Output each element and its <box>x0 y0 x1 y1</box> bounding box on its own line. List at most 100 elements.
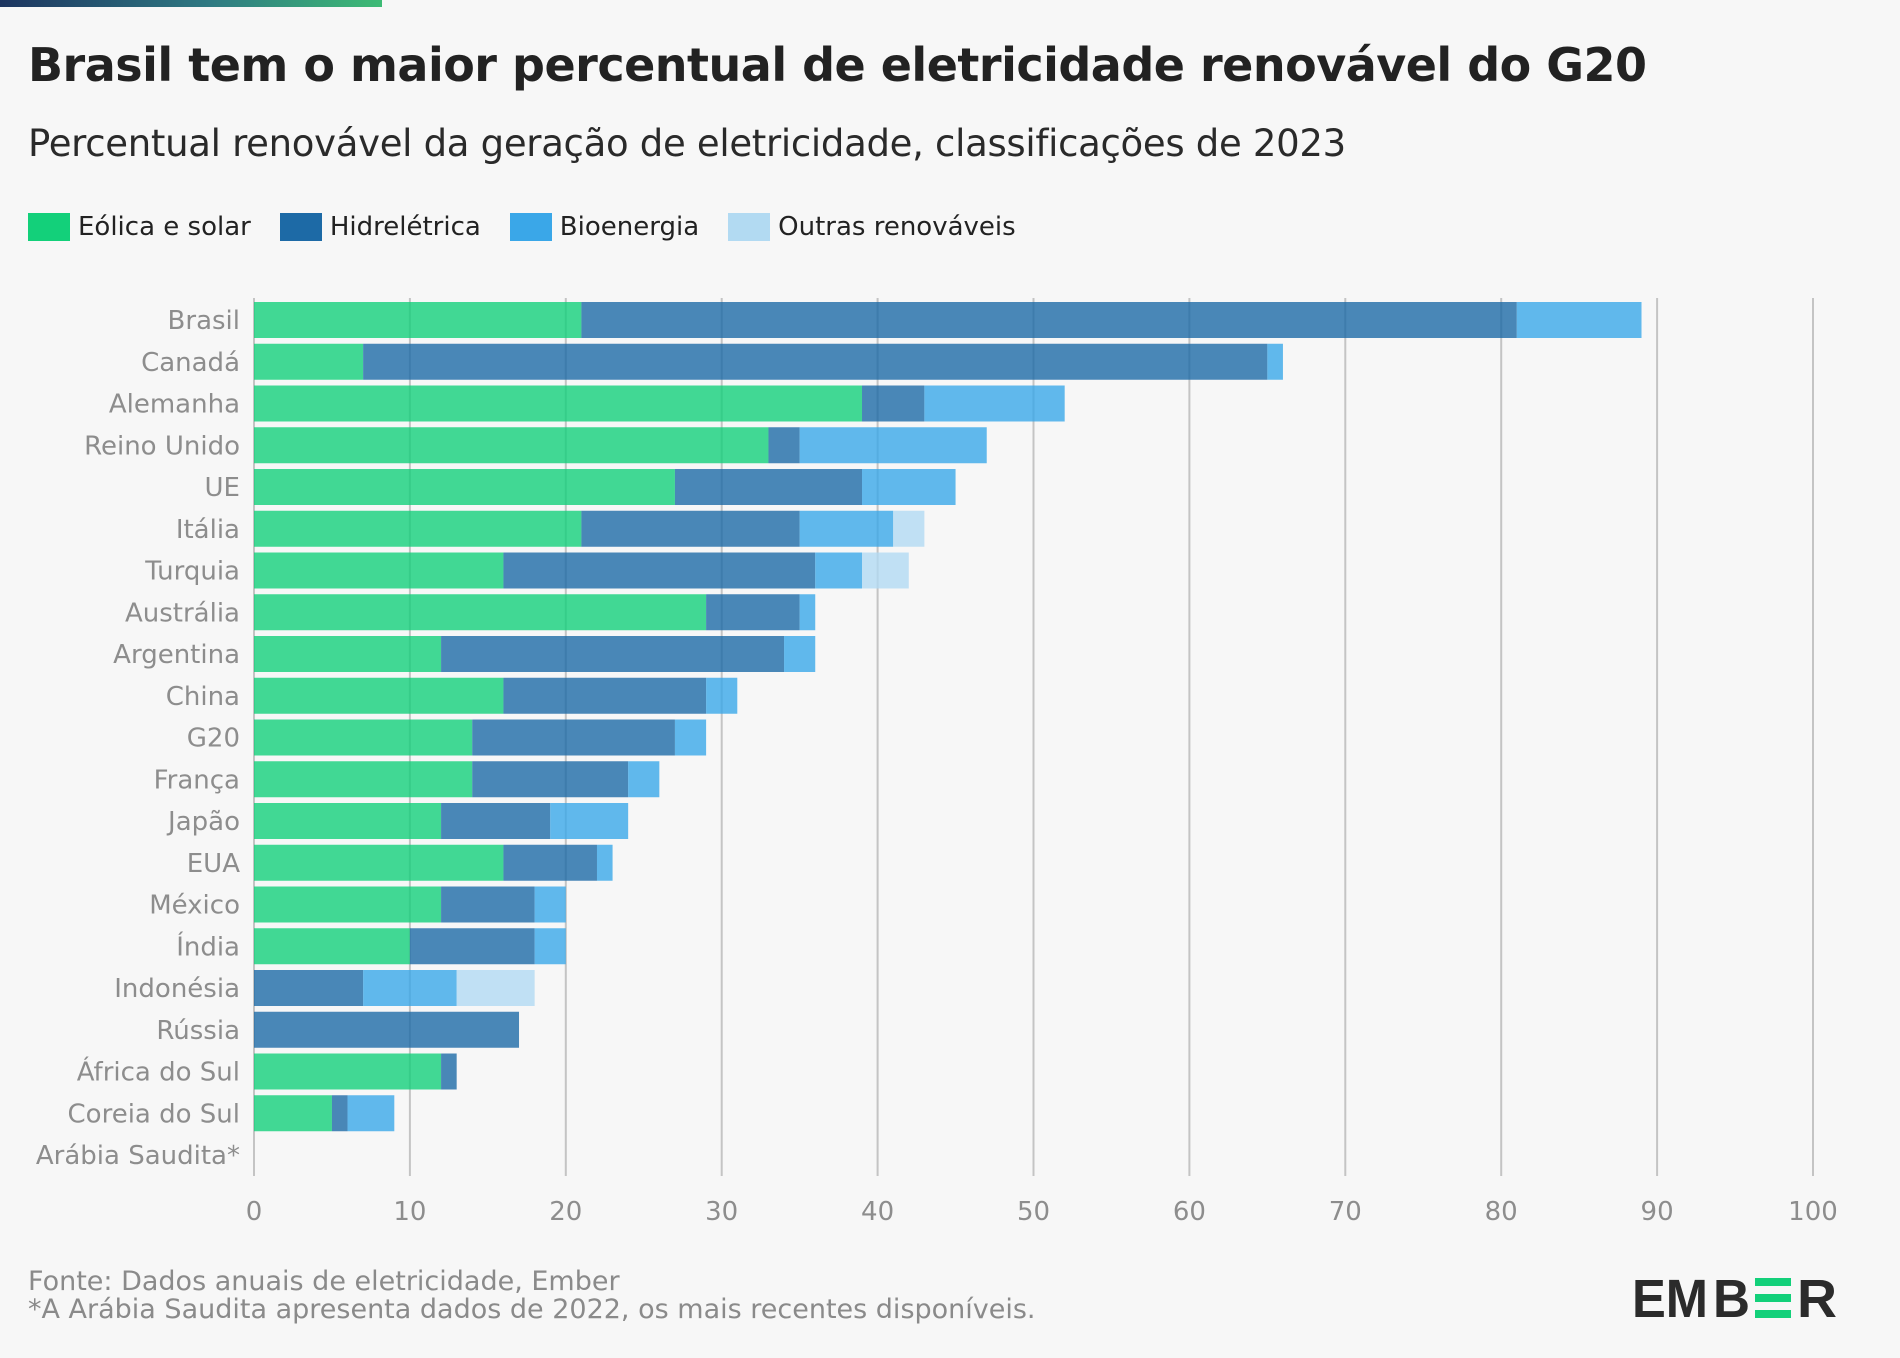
x-tick-label: 40 <box>861 1197 894 1227</box>
bar-segment <box>331 1095 348 1132</box>
bar-segment <box>596 844 613 881</box>
bar-segment <box>799 427 987 464</box>
svg-text:B: B <box>1713 1272 1750 1324</box>
y-category-label: Brasil <box>168 306 240 336</box>
x-tick-label: 0 <box>246 1197 263 1227</box>
y-category-label: EUA <box>187 849 240 879</box>
bar-segment <box>254 510 582 547</box>
y-category-label: África do Sul <box>77 1056 240 1088</box>
bar-segment <box>441 886 535 923</box>
y-category-label: Canadá <box>141 348 240 378</box>
y-category-label: Itália <box>176 515 240 545</box>
svg-text:EM: EM <box>1632 1272 1708 1324</box>
legend-label: Eólica e solar <box>78 212 251 242</box>
x-tick-label: 10 <box>393 1197 426 1227</box>
bar-segment <box>254 469 675 505</box>
x-tick-label: 50 <box>1017 1197 1050 1227</box>
bar-segment <box>254 1053 442 1090</box>
y-category-label: México <box>149 891 240 921</box>
bar-segment <box>799 594 816 631</box>
y-category-label: Reino Unido <box>84 431 240 461</box>
source-note: Fonte: Dados anuais de eletricidade, Emb… <box>28 1266 620 1297</box>
y-category-label: Turquia <box>144 557 240 587</box>
bar-segment <box>254 719 473 756</box>
bar-segment <box>441 636 785 672</box>
chart-title: Brasil tem o maior percentual de eletric… <box>28 38 1647 92</box>
footer: Fonte: Dados anuais de eletricidade, Emb… <box>28 1268 1036 1324</box>
bar-segment <box>472 719 675 756</box>
bar-segment <box>347 1095 395 1132</box>
bar-segment <box>254 636 442 672</box>
legend-item-other: Outras renováveis <box>728 212 1016 242</box>
x-tick-label: 20 <box>549 1197 582 1227</box>
bar-segment <box>924 385 1065 422</box>
bar-segment <box>254 385 863 422</box>
y-category-label: Alemanha <box>109 390 240 420</box>
x-tick-label: 90 <box>1641 1197 1674 1227</box>
bar-segment <box>254 594 707 631</box>
bar-segment <box>254 343 364 380</box>
bar-segment <box>534 886 566 923</box>
legend-swatch <box>509 213 552 241</box>
bar-segment <box>862 552 909 589</box>
y-category-label: Argentina <box>113 640 240 670</box>
bar-segment <box>706 594 800 631</box>
bar-segment <box>581 302 1517 338</box>
y-category-label: UE <box>205 473 240 503</box>
bar-segment <box>581 510 800 547</box>
bar-segment <box>550 803 629 839</box>
legend-item-wind-solar: Eólica e solar <box>28 212 251 242</box>
chart-subtitle: Percentual renovável da geração de eletr… <box>28 122 1346 165</box>
legend: Eólica e solar Hidrelétrica Bioenergia O… <box>28 212 1045 242</box>
bar-segment <box>254 302 582 338</box>
bar-segment <box>254 1095 332 1132</box>
x-tick-label: 80 <box>1485 1197 1518 1227</box>
legend-item-bioenergy: Bioenergia <box>509 212 699 242</box>
y-category-label: Indonésia <box>114 974 240 1004</box>
bar-segment <box>441 1053 457 1090</box>
bar-segment <box>1516 302 1642 338</box>
x-tick-label: 100 <box>1788 1197 1838 1227</box>
bar-segment <box>254 427 769 464</box>
y-category-label: Índia <box>176 930 240 962</box>
x-tick-label: 30 <box>705 1197 738 1227</box>
y-category-label: Rússia <box>156 1016 240 1046</box>
bar-segment <box>1267 343 1283 380</box>
legend-swatch <box>279 213 322 241</box>
x-tick-label: 70 <box>1329 1197 1362 1227</box>
y-category-label: China <box>166 682 240 712</box>
bar-segment <box>254 970 364 1006</box>
bar-segment <box>674 719 707 756</box>
legend-label: Hidrelétrica <box>329 212 481 242</box>
bar-segment <box>815 552 863 589</box>
bar-segment <box>254 886 442 923</box>
bar-segment <box>862 385 925 422</box>
legend-swatch <box>728 213 771 241</box>
bar-segment <box>254 844 504 881</box>
y-category-label: Japão <box>166 807 240 837</box>
bar-segment <box>893 510 925 547</box>
bar-segment <box>503 677 707 714</box>
bar-segment <box>456 970 535 1006</box>
y-category-label: Arábia Saudita* <box>36 1141 240 1171</box>
bar-segment <box>254 803 442 839</box>
bar-segment <box>409 928 535 965</box>
bar-segment <box>799 510 894 547</box>
bar-segment <box>768 427 800 464</box>
bar-segment <box>254 552 504 589</box>
bar-segment <box>472 761 629 798</box>
bar-segment <box>254 1011 520 1048</box>
svg-text:R: R <box>1797 1272 1837 1324</box>
bar-segment <box>534 928 566 965</box>
x-tick-label: 60 <box>1173 1197 1206 1227</box>
bar-segment <box>706 677 738 714</box>
bar-segment <box>674 469 863 505</box>
legend-swatch <box>28 213 70 241</box>
bar-segment <box>363 970 457 1006</box>
y-category-label: Austrália <box>125 598 240 628</box>
y-category-label: G20 <box>187 724 240 754</box>
bar-segment <box>254 677 504 714</box>
bar-segment <box>363 343 1268 380</box>
bar-chart: 0 10 20 30 40 50 60 70 80 90 100 Brasil Canadá Aleman… <box>36 298 1838 1227</box>
bar-segment <box>784 636 816 672</box>
